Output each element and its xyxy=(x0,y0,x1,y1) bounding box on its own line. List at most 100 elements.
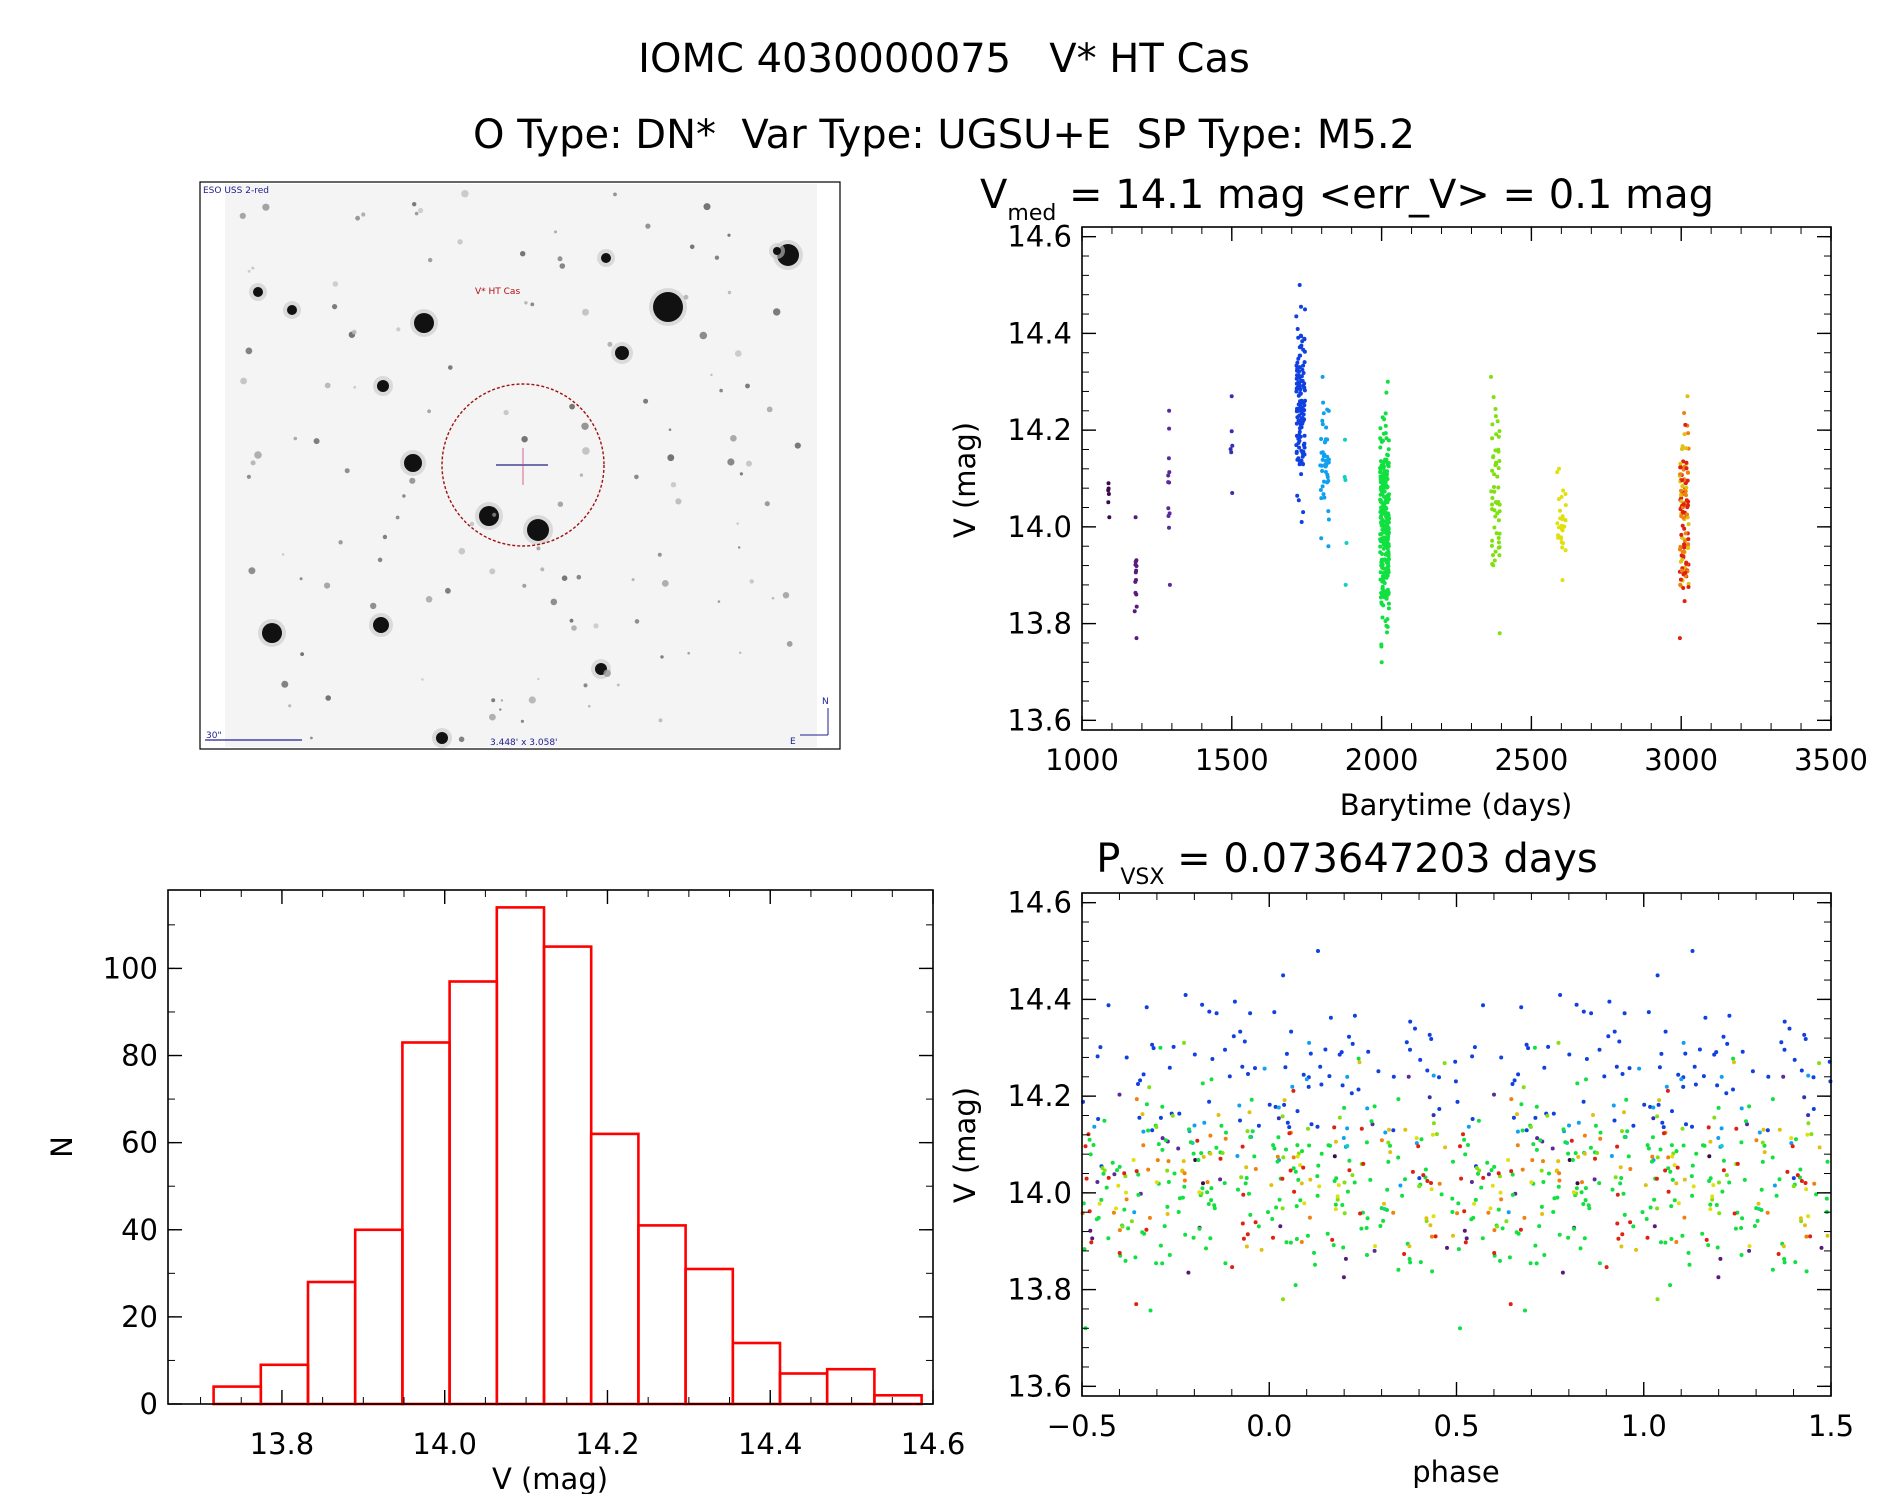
phase-point xyxy=(1735,1161,1740,1166)
phase-point xyxy=(1550,1146,1555,1151)
phase-point xyxy=(1122,1171,1127,1176)
phase-point xyxy=(1668,1169,1673,1174)
lightcurve-point xyxy=(1679,532,1684,537)
phase-point xyxy=(1574,1186,1579,1191)
phase-point xyxy=(1520,1128,1525,1133)
phase-point xyxy=(1802,1032,1807,1037)
lightcurve-point xyxy=(1685,394,1690,399)
phase-point xyxy=(1106,1175,1111,1180)
phase-point xyxy=(1259,1247,1264,1252)
lightcurve-point xyxy=(1497,531,1502,536)
lightcurve-point xyxy=(1302,337,1307,342)
phase-point xyxy=(1584,1077,1588,1082)
phase-point xyxy=(1396,1267,1401,1272)
phase-point xyxy=(1526,1046,1531,1051)
phase-point xyxy=(1160,1147,1165,1152)
phase-point xyxy=(1345,1144,1350,1148)
lightcurve-point xyxy=(1678,472,1683,477)
lightcurve-point xyxy=(1686,546,1690,550)
lightcurve-point xyxy=(1684,485,1689,490)
lightcurve-point xyxy=(1386,562,1390,567)
phase-point xyxy=(1824,1196,1829,1201)
phase-point xyxy=(1712,1115,1717,1120)
phase-point xyxy=(1305,1233,1310,1238)
phase-point xyxy=(1777,1177,1782,1182)
phase-point xyxy=(1223,1136,1228,1141)
phase-point xyxy=(1373,1244,1377,1249)
lightcurve-point xyxy=(1295,360,1300,365)
phase-point xyxy=(1655,1114,1660,1119)
phase-point xyxy=(1533,1115,1538,1120)
phase-point xyxy=(1456,1247,1461,1252)
phase-point xyxy=(1789,1141,1794,1146)
phase-point xyxy=(1450,1196,1455,1201)
phase-point xyxy=(1124,1197,1129,1202)
lightcurve-point xyxy=(1385,461,1390,466)
lightcurve-point xyxy=(1560,524,1564,529)
phase-point xyxy=(1618,1181,1623,1186)
phase-point xyxy=(1497,1174,1502,1179)
lightcurve-point xyxy=(1302,360,1307,365)
lightcurve-point xyxy=(1322,452,1327,457)
phase-point xyxy=(1580,1180,1584,1185)
lightcurve-point xyxy=(1228,447,1233,452)
phase-point xyxy=(1276,1105,1281,1110)
lightcurve-point xyxy=(1319,437,1324,441)
phase-point xyxy=(1466,1124,1471,1129)
lightcurve-point xyxy=(1134,604,1139,609)
phase-point xyxy=(1747,1248,1752,1253)
lightcurve-point xyxy=(1303,307,1307,312)
phase-point xyxy=(1622,1110,1626,1115)
lightcurve-point xyxy=(1382,566,1386,571)
faint-star xyxy=(730,435,737,442)
phase-point xyxy=(1155,1158,1160,1163)
phase-point xyxy=(1463,1152,1468,1157)
lightcurve-point xyxy=(1343,478,1348,482)
lightcurve-point xyxy=(1294,314,1299,319)
phase-point xyxy=(1811,1075,1816,1080)
faint-star xyxy=(361,212,366,217)
phase-point xyxy=(1172,1171,1177,1176)
phase-point xyxy=(1606,1034,1611,1039)
lightcurve-point xyxy=(1302,403,1307,408)
phase-point xyxy=(1313,1262,1317,1267)
faint-star xyxy=(634,619,640,624)
lightcurve-point xyxy=(1166,506,1171,511)
phase-point xyxy=(1489,1168,1494,1173)
phase-point xyxy=(1576,1154,1581,1159)
phase-point xyxy=(1266,1210,1270,1215)
phase-point xyxy=(1669,1204,1674,1209)
phase-point xyxy=(1240,1221,1245,1226)
faint-star xyxy=(528,696,536,704)
phase-point xyxy=(1708,1176,1713,1181)
phase-point xyxy=(1650,1154,1655,1159)
phase-point xyxy=(1612,1118,1617,1123)
histogram-bar xyxy=(401,1041,451,1406)
phase-point xyxy=(1171,1044,1176,1049)
compass-east-label: E xyxy=(790,737,796,747)
lightcurve-point xyxy=(1378,426,1383,431)
phase-point xyxy=(1167,1253,1172,1257)
faint-star xyxy=(448,365,453,370)
phase-point xyxy=(1197,1226,1202,1231)
phase-point xyxy=(1628,1220,1633,1225)
phase-point xyxy=(1770,1155,1775,1160)
phase-point xyxy=(1232,999,1237,1004)
phase-point xyxy=(1134,1302,1139,1307)
x-tick-label: 3500 xyxy=(1794,743,1868,777)
phase-point xyxy=(1547,1171,1551,1176)
phase-point xyxy=(1669,1143,1674,1148)
phase-point xyxy=(1557,1232,1562,1237)
phase-title-p: P xyxy=(1096,836,1120,882)
phase-point xyxy=(1129,1219,1134,1224)
faint-star xyxy=(661,580,669,587)
phase-point xyxy=(1615,1144,1620,1149)
phase-point xyxy=(1245,1232,1250,1237)
lightcurve-point xyxy=(1558,508,1562,513)
faint-star xyxy=(727,233,731,237)
lightcurve-point xyxy=(1318,463,1323,468)
phase-point xyxy=(1756,1201,1761,1206)
faint-star xyxy=(583,683,588,688)
lightcurve-point xyxy=(1680,446,1685,451)
